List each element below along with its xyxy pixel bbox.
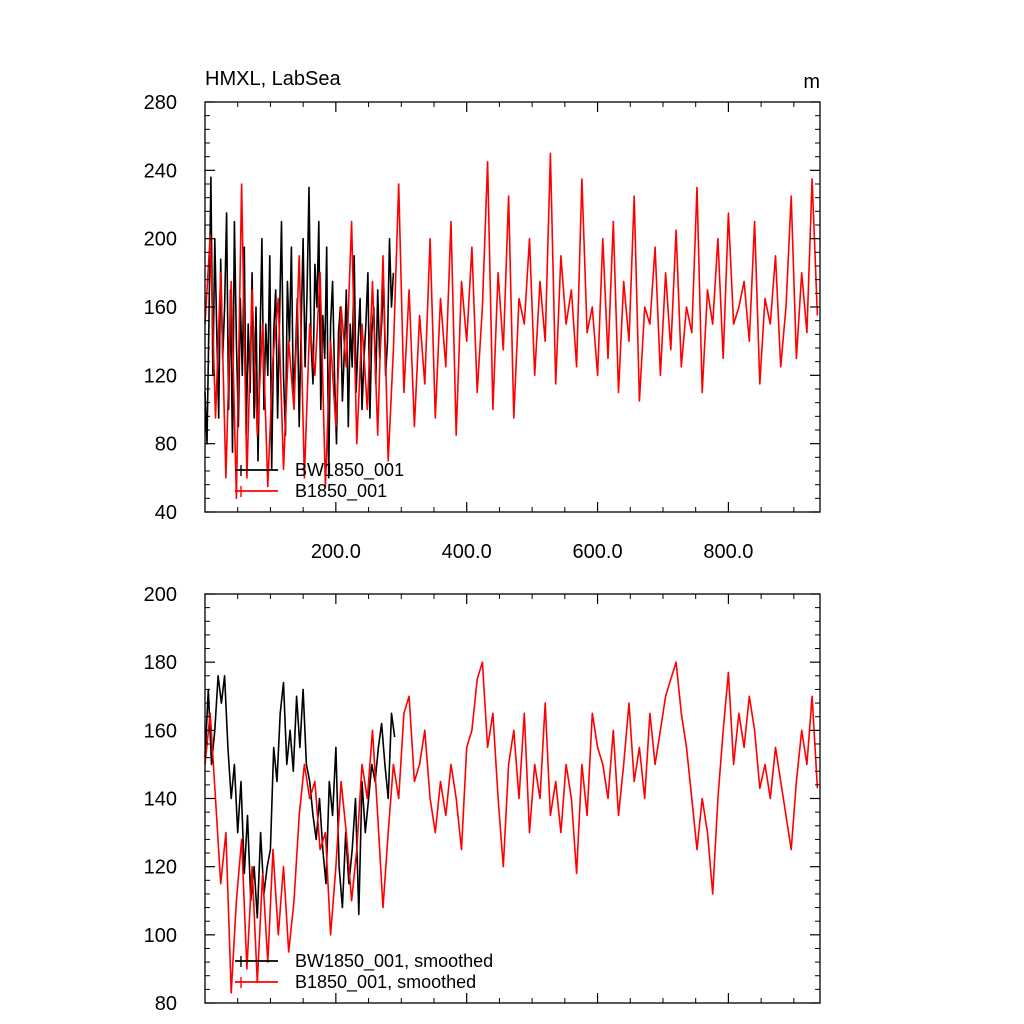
y-tick-label: 100: [144, 925, 177, 947]
x-tick-label: 400.0: [442, 541, 492, 563]
x-tick-label: 800.0: [703, 541, 753, 563]
y-tick-label: 280: [144, 92, 177, 114]
panel-top: 40 80 120 160 200 240 280 200.0 400.0 600.0 800.0 H…: [144, 68, 821, 563]
legend-label-1: BW1850_001: [295, 460, 404, 481]
y-tick-label: 80: [155, 434, 177, 456]
y-tick-label: 160: [144, 297, 177, 319]
y-tick-label: 40: [155, 502, 177, 524]
x-tick-label: 200.0: [311, 541, 361, 563]
y-tick-label: 160: [144, 720, 177, 742]
y-tick-label: 120: [144, 365, 177, 387]
panel-bottom: 80 100 120 140 160 180 200 BW1850_001, smoothed…: [144, 584, 821, 1015]
chart-title: HMXL, LabSea: [205, 68, 342, 90]
series-line-1: [204, 176, 395, 479]
series-line-1: [204, 674, 396, 919]
y-tick-label: 180: [144, 652, 177, 674]
x-tick-label: 600.0: [573, 541, 623, 563]
y-tick-label: 140: [144, 789, 177, 811]
y-tick-label: 120: [144, 857, 177, 879]
y-tick-label: 200: [144, 229, 177, 251]
series-line-2: [204, 152, 819, 500]
units-label: m: [803, 71, 820, 93]
y-tick-label: 240: [144, 160, 177, 182]
series-line-2: [204, 661, 819, 994]
legend-label-2: B1850_001, smoothed: [295, 972, 476, 993]
y-tick-label: 200: [144, 584, 177, 606]
legend-label-2: B1850_001: [295, 481, 387, 502]
y-tick-label: 80: [155, 993, 177, 1015]
legend-label-1: BW1850_001, smoothed: [295, 951, 493, 972]
